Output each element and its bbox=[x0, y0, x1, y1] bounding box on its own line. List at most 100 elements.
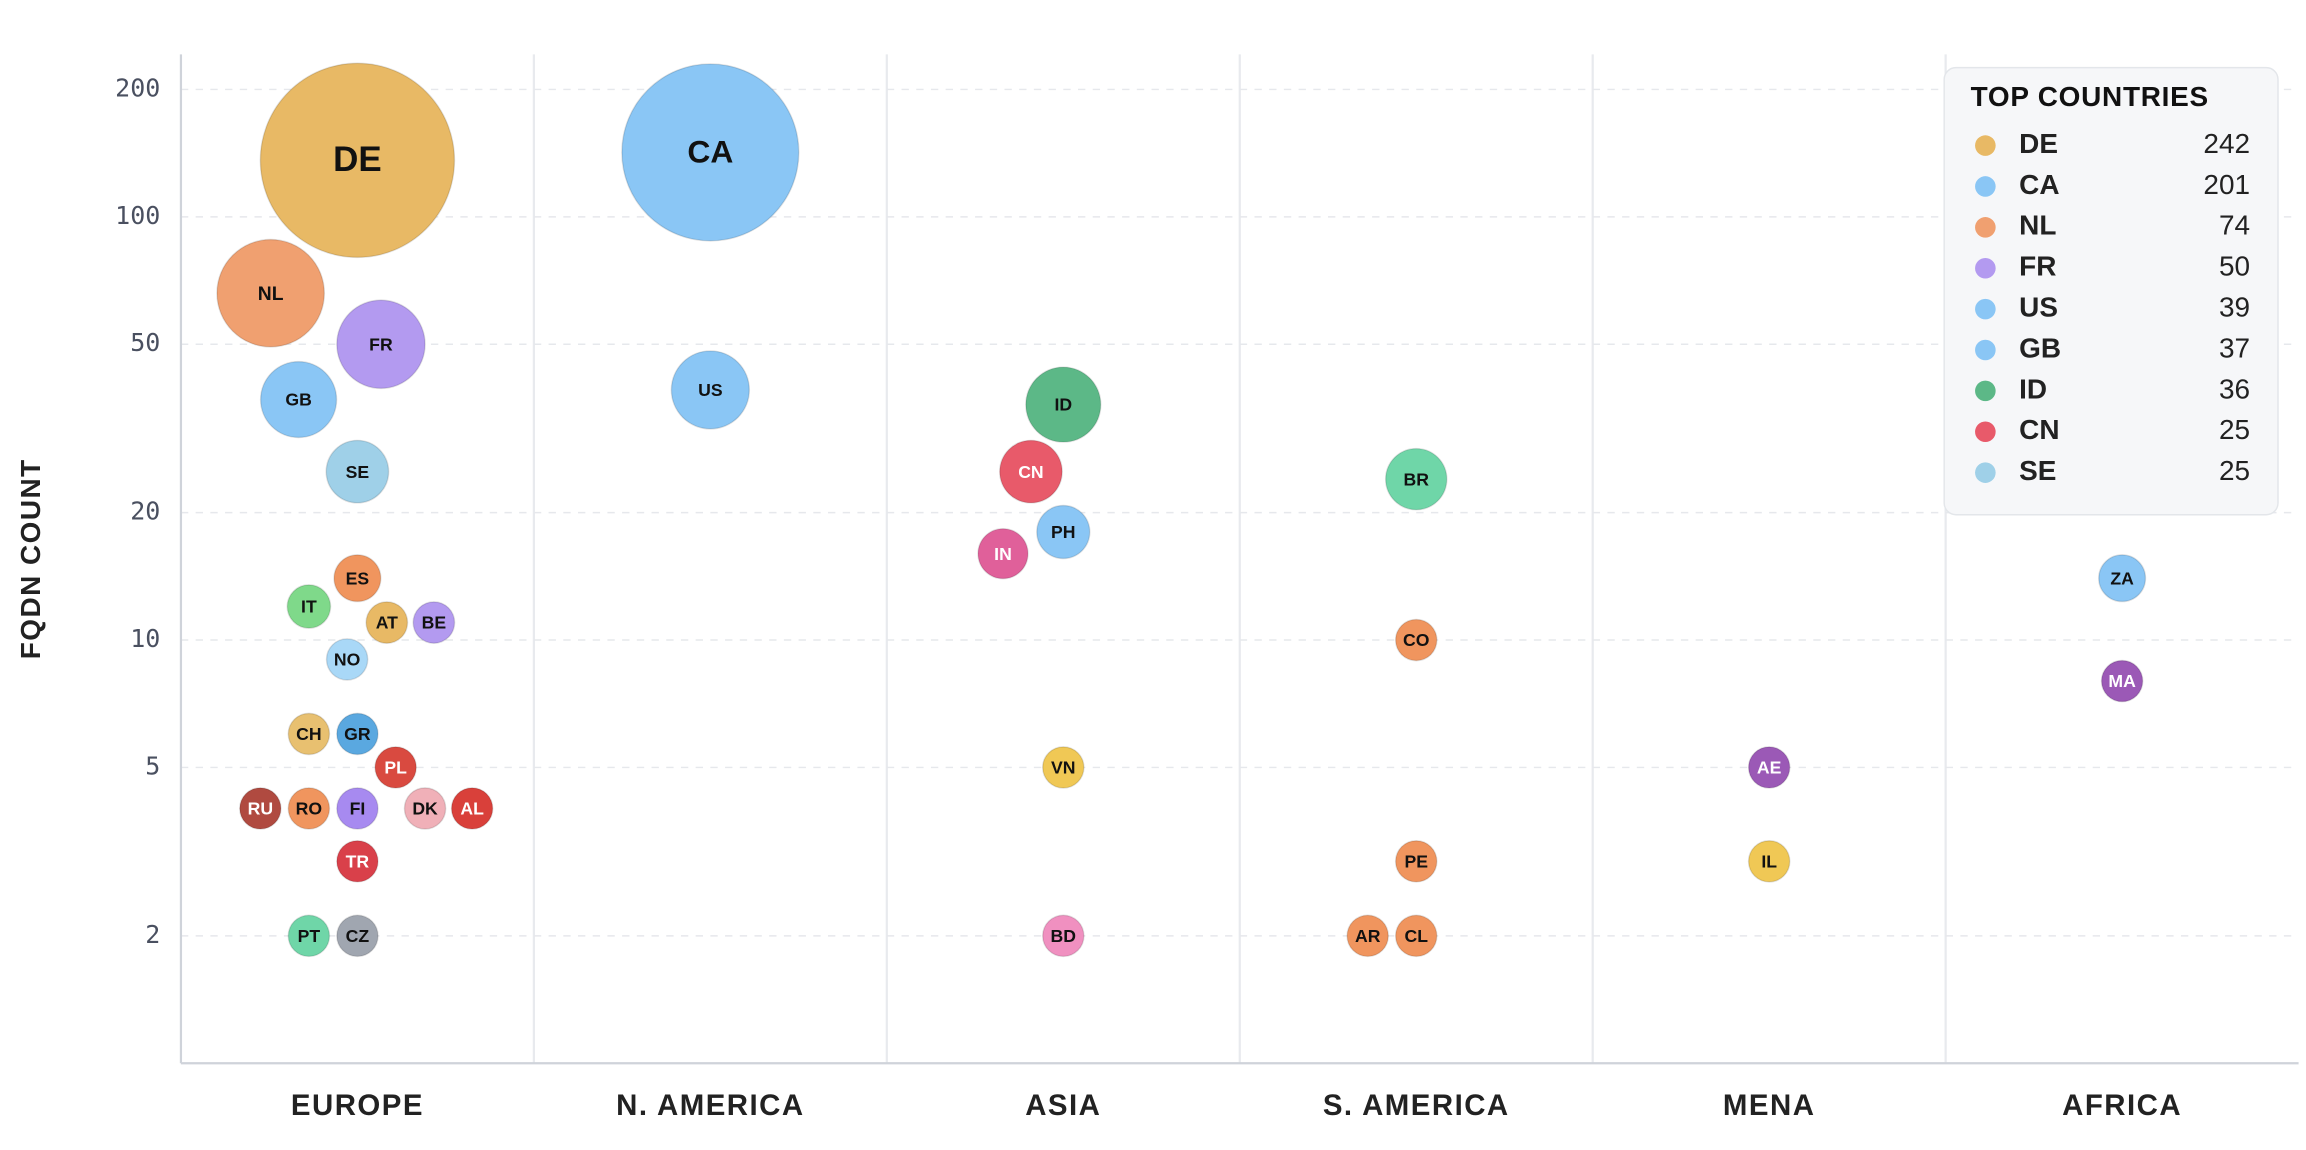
bubble-label: VN bbox=[1051, 758, 1075, 778]
legend-value: 39 bbox=[2219, 291, 2250, 322]
y-tick-label: 100 bbox=[115, 201, 160, 230]
bubble bbox=[325, 638, 369, 681]
bubble-label: GR bbox=[344, 724, 371, 744]
legend-name: DE bbox=[2019, 128, 2058, 159]
x-tick-label: ASIA bbox=[1025, 1089, 1101, 1122]
legend-value: 25 bbox=[2219, 414, 2250, 445]
bubble-label: CH bbox=[296, 724, 321, 744]
x-tick-label: EUROPE bbox=[291, 1089, 424, 1122]
bubble bbox=[239, 787, 282, 830]
bubble-label: AE bbox=[1757, 758, 1782, 778]
bubble bbox=[325, 439, 390, 504]
bubble-label: SE bbox=[346, 462, 370, 482]
bubble-label: IL bbox=[1761, 851, 1777, 871]
bubble bbox=[999, 439, 1063, 504]
bubble bbox=[216, 238, 326, 348]
legend-value: 74 bbox=[2219, 210, 2250, 241]
legend-swatch bbox=[1975, 462, 1996, 483]
bubble bbox=[1036, 504, 1091, 560]
legend-swatch bbox=[1975, 298, 1996, 320]
bubble bbox=[374, 746, 417, 789]
legend-swatch bbox=[1975, 421, 1996, 443]
bubble-label: CO bbox=[1403, 630, 1429, 650]
legend-value: 37 bbox=[2219, 332, 2250, 363]
bubble bbox=[287, 787, 331, 830]
bubble bbox=[336, 787, 379, 830]
legend-name: GB bbox=[2019, 332, 2061, 363]
bubble bbox=[1747, 839, 1791, 883]
x-tick-label: MENA bbox=[1723, 1089, 1815, 1122]
legend-box bbox=[1943, 66, 2279, 516]
bubble bbox=[1394, 618, 1438, 662]
legend-swatch bbox=[1975, 380, 1996, 402]
bubble bbox=[365, 601, 409, 644]
bubble bbox=[336, 712, 379, 756]
legend-name: FR bbox=[2019, 251, 2056, 282]
y-tick-label: 2 bbox=[145, 920, 160, 949]
bubble bbox=[1384, 447, 1448, 511]
legend-name: NL bbox=[2019, 210, 2056, 241]
bubble-label: IN bbox=[994, 544, 1012, 564]
bubble bbox=[1041, 914, 1085, 958]
y-tick-label: 200 bbox=[115, 73, 160, 102]
y-tick-label: 10 bbox=[130, 624, 160, 653]
legend-name: CA bbox=[2019, 169, 2059, 200]
legend-swatch bbox=[1975, 217, 1996, 238]
legend-name: US bbox=[2019, 291, 2058, 322]
x-tick-label: AFRICA bbox=[2062, 1089, 2182, 1122]
bubble-label: TR bbox=[346, 851, 370, 871]
bubble bbox=[2098, 554, 2147, 603]
bubble bbox=[1394, 839, 1438, 883]
legend-value: 242 bbox=[2203, 128, 2250, 159]
bubble bbox=[412, 601, 456, 644]
bubble-label: PT bbox=[298, 926, 321, 946]
bubble-label: AT bbox=[376, 613, 398, 633]
bubble-label: ID bbox=[1054, 395, 1072, 415]
bubble-label: MA bbox=[2108, 671, 2136, 691]
bubble-label: ES bbox=[346, 568, 370, 588]
bubble-label: CL bbox=[1404, 926, 1428, 946]
bubble bbox=[1394, 914, 1438, 958]
bubble bbox=[1346, 914, 1390, 958]
bubble-label: FR bbox=[369, 334, 393, 354]
bubble-label: CN bbox=[1018, 462, 1043, 482]
bubble-label: CA bbox=[687, 133, 733, 169]
bubble-label: BD bbox=[1051, 926, 1076, 946]
bubble bbox=[336, 839, 379, 883]
legend-value: 50 bbox=[2219, 251, 2250, 282]
y-axis-label: FQDN COUNT bbox=[15, 458, 46, 659]
legend-swatch bbox=[1975, 257, 1996, 279]
bubble bbox=[1747, 746, 1791, 789]
bubble-label: AL bbox=[460, 799, 484, 819]
legend-name: ID bbox=[2019, 373, 2047, 404]
bubble bbox=[336, 299, 426, 390]
bubble bbox=[287, 914, 331, 958]
y-tick-label: 20 bbox=[130, 497, 160, 526]
bubble-label: US bbox=[698, 380, 723, 400]
bubble bbox=[286, 584, 332, 629]
legend-swatch bbox=[1975, 339, 1996, 361]
bubble-label: ZA bbox=[2110, 568, 2134, 588]
bubble bbox=[977, 527, 1029, 580]
y-tick-label: 50 bbox=[130, 328, 160, 357]
bubble bbox=[2100, 659, 2144, 703]
legend-title: TOP COUNTRIES bbox=[1971, 81, 2209, 112]
bubble-label: BR bbox=[1404, 469, 1430, 489]
bubble bbox=[336, 914, 379, 958]
y-tick-label: 5 bbox=[145, 751, 160, 780]
bubble bbox=[621, 63, 800, 242]
bubble bbox=[287, 712, 331, 756]
legend-name: SE bbox=[2019, 455, 2056, 486]
bubble bbox=[259, 360, 338, 439]
x-tick-label: N. AMERICA bbox=[616, 1089, 804, 1122]
bubble-label: AR bbox=[1355, 926, 1381, 946]
bubble-label: DK bbox=[412, 799, 438, 819]
bubble-label: BE bbox=[422, 613, 447, 633]
bubble bbox=[1041, 746, 1085, 789]
legend-name: CN bbox=[2019, 414, 2059, 445]
bubble-label: IT bbox=[301, 597, 317, 617]
bubble-label: PL bbox=[384, 758, 407, 778]
bubble bbox=[450, 787, 494, 830]
bubble-label: DE bbox=[333, 140, 382, 179]
